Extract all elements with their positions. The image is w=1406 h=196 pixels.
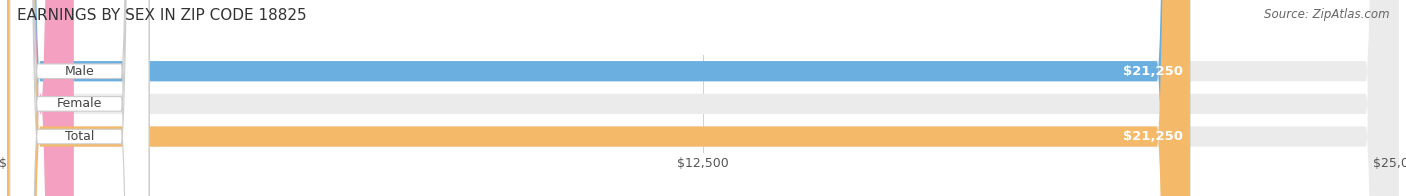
FancyBboxPatch shape bbox=[10, 0, 149, 196]
Text: Total: Total bbox=[65, 130, 94, 143]
Text: $21,250: $21,250 bbox=[1123, 65, 1184, 78]
Text: Female: Female bbox=[56, 97, 103, 110]
Text: EARNINGS BY SEX IN ZIP CODE 18825: EARNINGS BY SEX IN ZIP CODE 18825 bbox=[17, 8, 307, 23]
Text: $0: $0 bbox=[90, 97, 108, 110]
FancyBboxPatch shape bbox=[10, 0, 149, 196]
FancyBboxPatch shape bbox=[7, 0, 1399, 196]
FancyBboxPatch shape bbox=[7, 0, 1399, 196]
FancyBboxPatch shape bbox=[10, 0, 149, 196]
FancyBboxPatch shape bbox=[7, 0, 1399, 196]
FancyBboxPatch shape bbox=[7, 0, 1191, 196]
Text: $21,250: $21,250 bbox=[1123, 130, 1184, 143]
Text: Source: ZipAtlas.com: Source: ZipAtlas.com bbox=[1264, 8, 1389, 21]
FancyBboxPatch shape bbox=[7, 0, 75, 196]
Text: Male: Male bbox=[65, 65, 94, 78]
FancyBboxPatch shape bbox=[7, 0, 1191, 196]
